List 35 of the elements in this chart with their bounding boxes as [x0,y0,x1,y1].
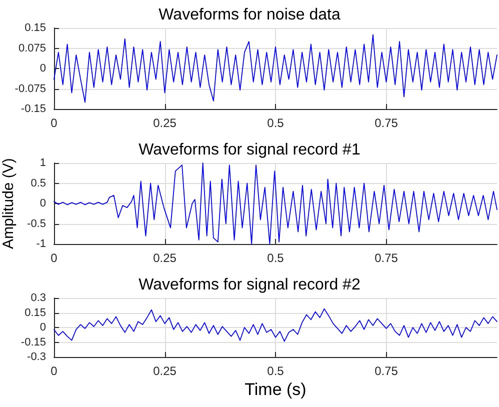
line-series [54,162,498,244]
line-series [54,308,498,342]
x-tick-label: 0 [50,116,58,130]
y-tick-label: 0 [40,198,46,210]
y-tick-label: 0.3 [30,292,46,304]
y-tick-label: 1 [40,157,46,169]
y-tick-label: -0.075 [14,82,46,95]
y-tick-label: -1 [36,238,46,250]
y-tick-label: 0.5 [30,177,46,190]
x-tick-label: 0.25 [153,116,177,130]
x-tick-label: 0.5 [267,364,284,378]
x-tick-label: 0.25 [153,251,177,265]
y-tick-label: -0.3 [27,351,46,363]
y-tick-label: 0 [40,62,46,74]
x-tick-label: 0.5 [267,251,284,265]
y-tick-label: 0.075 [18,42,46,54]
x-tick-label: 0 [50,251,58,265]
y-tick-label: 0.15 [24,22,46,34]
line-series [54,34,498,103]
x-tick-label: 0.75 [374,364,398,378]
chart-title: Waveforms for noise data [158,6,340,24]
x-tick-label: 0.75 [374,251,398,265]
x-tick-label: 0 [50,364,58,378]
x-tick-label: 0.5 [267,116,284,130]
y-axis-title: Amplitude (V) [0,158,17,249]
y-tick-label: 0.15 [24,306,46,319]
y-tick-label: 0 [40,322,46,334]
x-axis-title: Time (s) [244,380,306,399]
chart-title: Waveforms for signal record #1 [138,142,360,158]
x-tick-label: 0.25 [153,364,177,378]
x-tick-label: 0.75 [374,116,398,130]
y-tick-label: -0.15 [20,336,46,348]
y-tick-label: -0.15 [20,103,46,115]
y-tick-label: -0.5 [27,218,46,230]
chart-title: Waveforms for signal record #2 [138,276,360,294]
